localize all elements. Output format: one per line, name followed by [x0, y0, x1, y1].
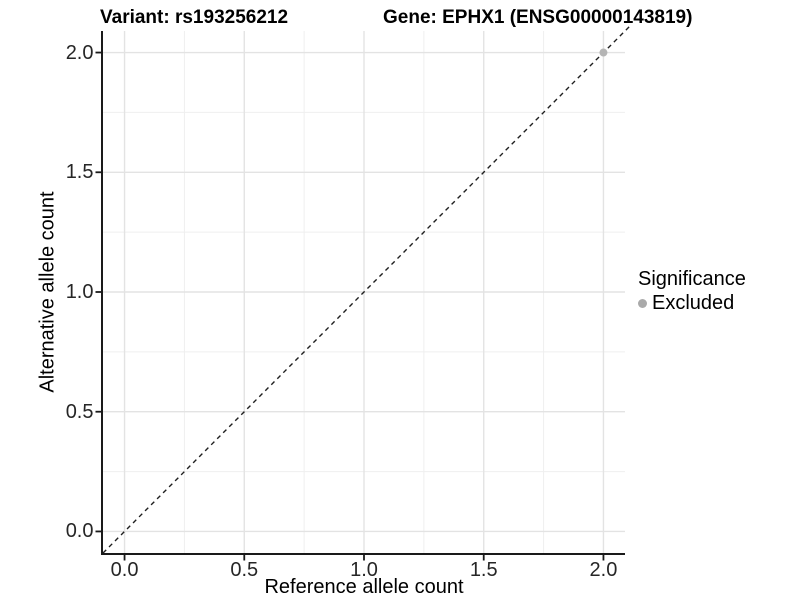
x-tick-label: 1.0 [350, 559, 378, 581]
legend-title: Significance [638, 268, 746, 290]
identity-reference-line [102, 24, 632, 554]
gene-title: Gene: EPHX1 (ENSG00000143819) [383, 7, 693, 28]
legend: Significance Excluded [638, 268, 746, 315]
y-tick-label: 2.0 [65, 41, 94, 64]
data-point-excluded [599, 48, 608, 57]
y-tick-label: 1.5 [65, 161, 94, 184]
plot-panel [95, 24, 632, 561]
variant-title: Variant: rs193256212 [100, 7, 289, 28]
y-tick-label: 0.5 [65, 400, 94, 423]
x-tick-label: 0.0 [110, 559, 139, 581]
x-tick-label: 2.0 [589, 559, 618, 581]
y-tick-label: 0.0 [65, 520, 94, 543]
legend-item-label: Excluded [652, 292, 735, 314]
x-tick-label: 0.5 [230, 559, 259, 581]
x-tick-label: 1.5 [469, 559, 498, 581]
y-tick-label: 1.0 [65, 281, 94, 303]
plot-canvas [95, 24, 632, 561]
x-axis-title: Reference allele count [264, 576, 464, 598]
legend-point-marker-icon [638, 299, 647, 308]
legend-item-excluded: Excluded [638, 292, 746, 315]
